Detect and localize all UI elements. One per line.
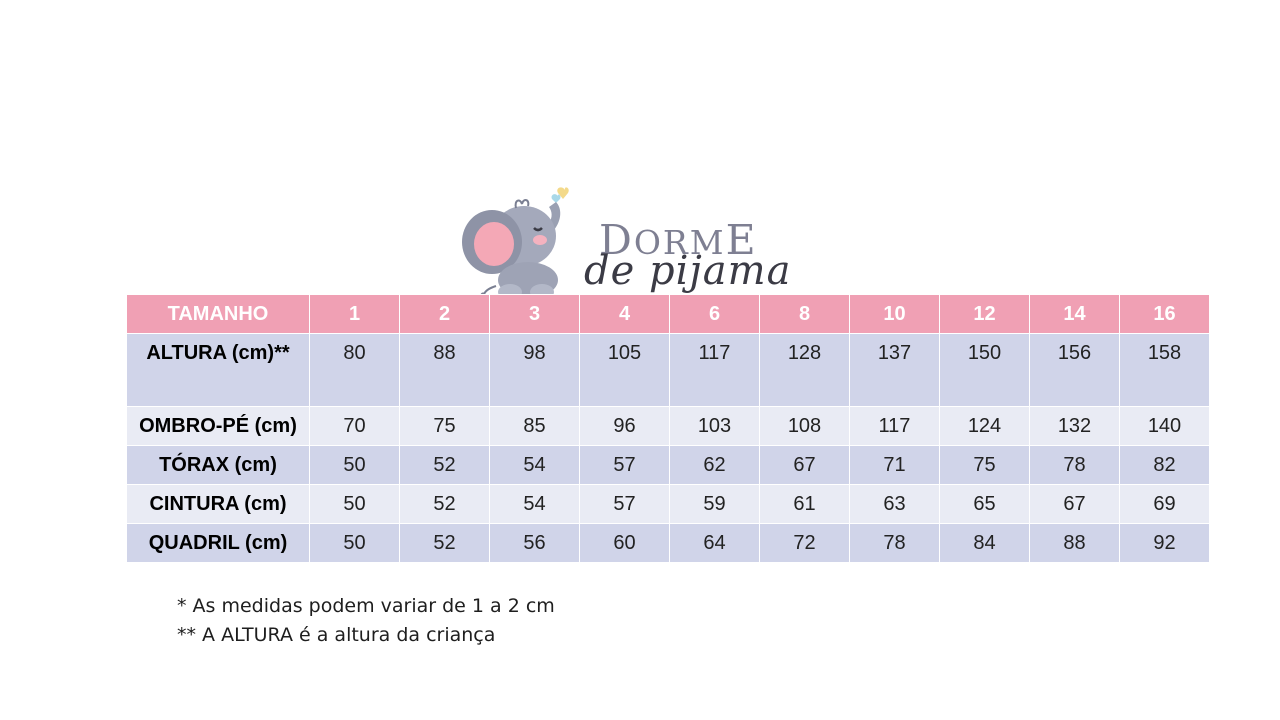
table-cell: 52 xyxy=(399,523,490,563)
table-cell: 117 xyxy=(669,333,760,407)
table-cell: 88 xyxy=(1029,523,1120,563)
table-cell: 57 xyxy=(579,484,670,524)
footnote-height-definition: ** A ALTURA é a altura da criança xyxy=(177,624,496,646)
row-label: CINTURA (cm) xyxy=(126,484,310,524)
table-cell: 84 xyxy=(939,523,1030,563)
table-cell: 60 xyxy=(579,523,670,563)
table-cell: 88 xyxy=(399,333,490,407)
row-label: ALTURA (cm)** xyxy=(126,333,310,407)
table-cell: 128 xyxy=(759,333,850,407)
table-cell: 52 xyxy=(399,445,490,485)
size-header: 10 xyxy=(849,294,940,334)
header-label: TAMANHO xyxy=(126,294,310,334)
table-cell: 54 xyxy=(489,445,580,485)
table-cell: 85 xyxy=(489,406,580,446)
size-header: 4 xyxy=(579,294,670,334)
size-header: 1 xyxy=(309,294,400,334)
table-cell: 70 xyxy=(309,406,400,446)
table-cell: 105 xyxy=(579,333,670,407)
row-label: QUADRIL (cm) xyxy=(126,523,310,563)
table-cell: 65 xyxy=(939,484,1030,524)
table-cell: 80 xyxy=(309,333,400,407)
size-header: 16 xyxy=(1119,294,1210,334)
size-chart-table: TAMANHO 1 2 3 4 6 8 10 12 14 16 ALTURA (… xyxy=(126,294,1210,563)
table-cell: 140 xyxy=(1119,406,1210,446)
table-cell: 50 xyxy=(309,484,400,524)
size-header: 12 xyxy=(939,294,1030,334)
table-row: QUADRIL (cm) 50 52 56 60 64 72 78 84 88 … xyxy=(126,523,1210,563)
table-cell: 67 xyxy=(1029,484,1120,524)
table-header-row: TAMANHO 1 2 3 4 6 8 10 12 14 16 xyxy=(126,294,1210,334)
table-cell: 72 xyxy=(759,523,850,563)
size-header: 2 xyxy=(399,294,490,334)
table-cell: 75 xyxy=(939,445,1030,485)
table-cell: 78 xyxy=(849,523,940,563)
table-cell: 92 xyxy=(1119,523,1210,563)
table-cell: 158 xyxy=(1119,333,1210,407)
row-label: OMBRO-PÉ (cm) xyxy=(126,406,310,446)
table-cell: 117 xyxy=(849,406,940,446)
table-row: TÓRAX (cm) 50 52 54 57 62 67 71 75 78 82 xyxy=(126,445,1210,485)
size-header: 6 xyxy=(669,294,760,334)
table-cell: 71 xyxy=(849,445,940,485)
table-cell: 56 xyxy=(489,523,580,563)
table-cell: 54 xyxy=(489,484,580,524)
table-cell: 132 xyxy=(1029,406,1120,446)
table-cell: 50 xyxy=(309,445,400,485)
table-cell: 103 xyxy=(669,406,760,446)
table-cell: 156 xyxy=(1029,333,1120,407)
table-cell: 98 xyxy=(489,333,580,407)
table-cell: 82 xyxy=(1119,445,1210,485)
footnotes: * As medidas podem variar de 1 a 2 cm **… xyxy=(177,592,555,650)
table-cell: 61 xyxy=(759,484,850,524)
table-cell: 57 xyxy=(579,445,670,485)
brand-name-top: DORME xyxy=(599,216,758,264)
size-header: 8 xyxy=(759,294,850,334)
table-cell: 59 xyxy=(669,484,760,524)
table-cell: 63 xyxy=(849,484,940,524)
table-row: ALTURA (cm)** 80 88 98 105 117 128 137 1… xyxy=(126,333,1210,407)
table-cell: 137 xyxy=(849,333,940,407)
size-header: 3 xyxy=(489,294,580,334)
row-label: TÓRAX (cm) xyxy=(126,445,310,485)
footnote-measure-variation: * As medidas podem variar de 1 a 2 cm xyxy=(177,595,555,617)
table-cell: 64 xyxy=(669,523,760,563)
table-cell: 62 xyxy=(669,445,760,485)
brand-logo: DORME de pijama xyxy=(456,172,796,304)
table-cell: 96 xyxy=(579,406,670,446)
table-cell: 78 xyxy=(1029,445,1120,485)
table-cell: 75 xyxy=(399,406,490,446)
table-cell: 67 xyxy=(759,445,850,485)
size-header: 14 xyxy=(1029,294,1120,334)
table-cell: 69 xyxy=(1119,484,1210,524)
table-cell: 124 xyxy=(939,406,1030,446)
table-cell: 50 xyxy=(309,523,400,563)
table-cell: 52 xyxy=(399,484,490,524)
brand-name-bottom: de pijama xyxy=(584,248,792,294)
table-cell: 150 xyxy=(939,333,1030,407)
table-row: CINTURA (cm) 50 52 54 57 59 61 63 65 67 … xyxy=(126,484,1210,524)
elephant-icon xyxy=(462,187,569,300)
table-row: OMBRO-PÉ (cm) 70 75 85 96 103 108 117 12… xyxy=(126,406,1210,446)
table-cell: 108 xyxy=(759,406,850,446)
